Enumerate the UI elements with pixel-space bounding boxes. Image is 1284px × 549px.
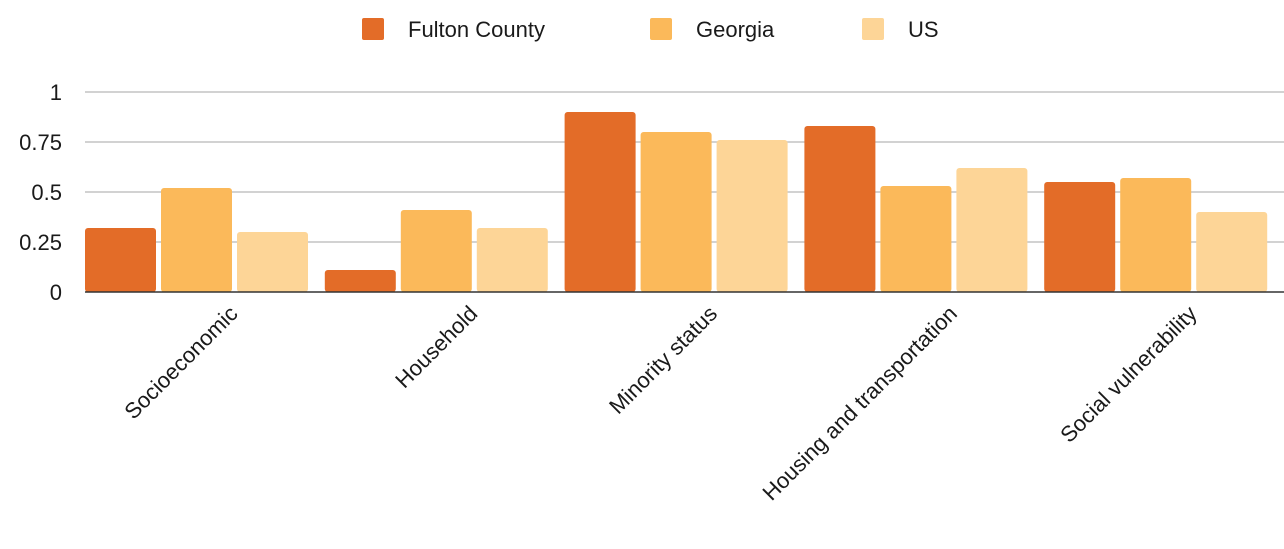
y-tick-label: 0.5	[31, 180, 62, 205]
bar-us	[956, 168, 1028, 292]
bar-fulton-county	[804, 126, 876, 292]
bar-georgia	[161, 188, 232, 292]
bar-us	[716, 140, 788, 292]
x-tick-label: Housing and transportation	[757, 301, 961, 505]
bar-georgia	[400, 210, 472, 292]
y-tick-label: 0	[50, 280, 62, 305]
legend-swatch	[650, 18, 672, 40]
y-tick-label: 1	[50, 80, 62, 105]
bar-georgia	[640, 132, 712, 292]
x-tick-label: Social vulnerability	[1055, 301, 1202, 448]
x-tick-label: Minority status	[604, 301, 722, 419]
y-tick-label: 0.25	[19, 230, 62, 255]
legend-swatch	[862, 18, 884, 40]
legend-label: US	[908, 17, 939, 42]
y-axis: 0 0.25 0.5 0.75 1	[19, 80, 62, 305]
x-tick-label: Socioeconomic	[119, 301, 242, 424]
bar-us	[1196, 212, 1268, 292]
bar-fulton-county	[324, 270, 396, 292]
legend: Fulton County Georgia US	[362, 17, 939, 42]
legend-label: Fulton County	[408, 17, 545, 42]
bar-us	[476, 228, 548, 292]
bar-us	[237, 232, 308, 292]
x-tick-label: Household	[390, 301, 482, 393]
legend-swatch	[362, 18, 384, 40]
legend-label: Georgia	[696, 17, 775, 42]
x-axis: Socioeconomic Household Minority status Hou…	[85, 291, 1284, 505]
bar-fulton-county	[1044, 182, 1116, 292]
bars	[85, 112, 1268, 292]
bar-fulton-county	[564, 112, 636, 292]
bar-fulton-county	[85, 228, 156, 292]
bar-georgia	[1120, 178, 1192, 292]
bar-georgia	[880, 186, 952, 292]
y-tick-label: 0.75	[19, 130, 62, 155]
